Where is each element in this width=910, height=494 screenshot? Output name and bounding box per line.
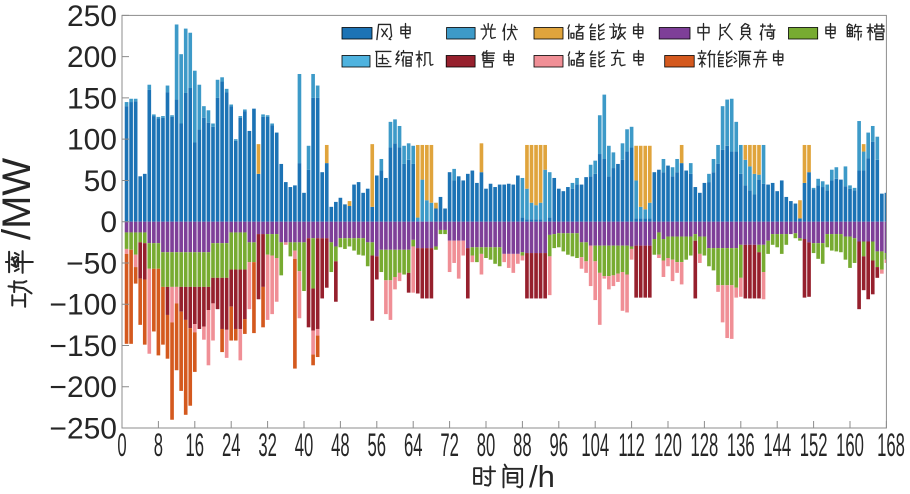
svg-text:152: 152 xyxy=(800,428,828,463)
svg-text:72: 72 xyxy=(440,428,459,463)
svg-text:120: 120 xyxy=(654,428,682,463)
svg-text:16: 16 xyxy=(186,428,205,463)
svg-text:250: 250 xyxy=(67,0,117,33)
svg-text:160: 160 xyxy=(836,428,864,463)
svg-text:32: 32 xyxy=(258,428,277,463)
svg-text:136: 136 xyxy=(727,428,755,463)
svg-text:−150: −150 xyxy=(49,330,117,363)
svg-text:8: 8 xyxy=(154,428,163,463)
svg-text:−100: −100 xyxy=(49,289,117,322)
svg-text:112: 112 xyxy=(618,428,645,463)
svg-text:0: 0 xyxy=(117,428,126,463)
svg-text:24: 24 xyxy=(222,428,241,463)
svg-text:56: 56 xyxy=(368,428,387,463)
svg-text:200: 200 xyxy=(67,41,117,74)
svg-text:104: 104 xyxy=(581,428,609,463)
svg-text:0: 0 xyxy=(100,206,117,239)
svg-text:100: 100 xyxy=(67,124,117,157)
svg-text:50: 50 xyxy=(84,165,117,198)
svg-text:/h: /h xyxy=(529,459,555,494)
svg-text:144: 144 xyxy=(763,428,791,463)
svg-text:150: 150 xyxy=(67,82,117,115)
svg-text:80: 80 xyxy=(477,428,496,463)
svg-text:88: 88 xyxy=(513,428,532,463)
svg-text:/MW: /MW xyxy=(0,158,39,240)
svg-text:−200: −200 xyxy=(49,371,117,404)
svg-text:−250: −250 xyxy=(49,413,117,446)
svg-text:64: 64 xyxy=(404,428,423,463)
svg-text:48: 48 xyxy=(331,428,350,463)
svg-text:40: 40 xyxy=(295,428,314,463)
svg-text:168: 168 xyxy=(877,428,905,463)
svg-text:128: 128 xyxy=(691,428,719,463)
svg-text:96: 96 xyxy=(550,428,569,463)
svg-text:−50: −50 xyxy=(66,247,117,280)
